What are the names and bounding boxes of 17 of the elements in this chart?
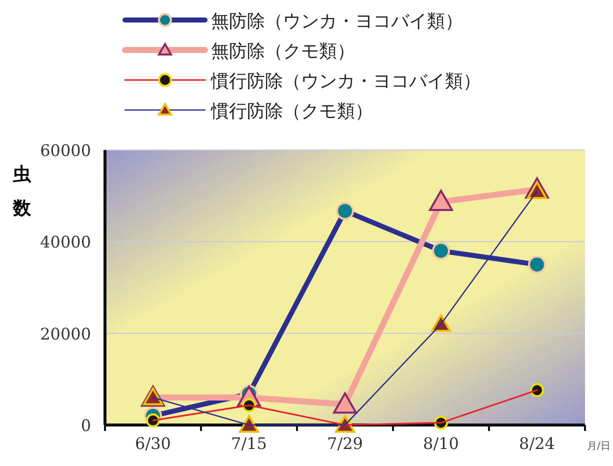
point — [333, 392, 357, 414]
legend-label: 慣行防除（ウンカ・ヨコバイ類） — [210, 71, 481, 92]
legend-label: 無防除（クモ類） — [211, 41, 355, 62]
y-tick-label: 0 — [80, 416, 91, 435]
legend-label: 無防除（ウンカ・ヨコバイ類） — [211, 11, 463, 32]
x-tick-label: 8/10 — [423, 434, 459, 453]
x-axis-title: 月/日 — [587, 441, 610, 452]
point — [429, 190, 453, 212]
x-tick-label: 8/24 — [519, 434, 555, 453]
y-tick-label: 60000 — [40, 141, 91, 160]
x-tick-label: 7/15 — [231, 434, 267, 453]
y-axis-title: 虫数 — [12, 164, 32, 219]
x-tick-label: 6/30 — [135, 434, 171, 453]
y-tick-label: 20000 — [40, 324, 91, 344]
y-tick-label: 40000 — [40, 232, 91, 252]
legend-label: 慣行防除（クモ類） — [210, 101, 373, 122]
x-tick-label: 7/29 — [327, 434, 363, 453]
